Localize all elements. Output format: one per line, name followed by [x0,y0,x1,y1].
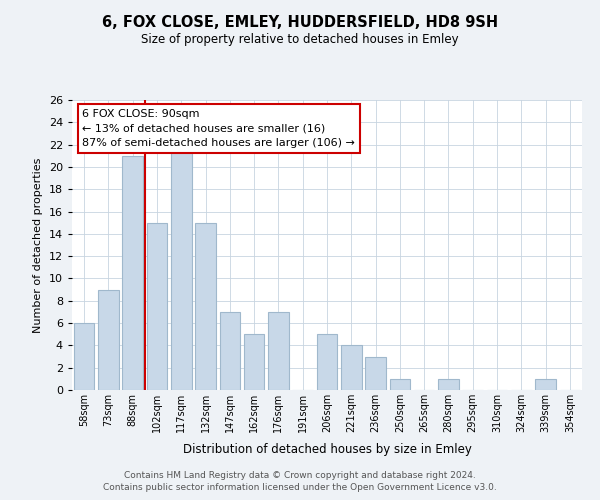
Bar [365,356,386,390]
Bar [98,290,119,390]
Bar [171,144,191,390]
Bar [220,312,240,390]
Bar [389,379,410,390]
Text: 6 FOX CLOSE: 90sqm
← 13% of detached houses are smaller (16)
87% of semi-detache: 6 FOX CLOSE: 90sqm ← 13% of detached hou… [82,108,355,148]
Bar [268,312,289,390]
Bar [535,379,556,390]
Text: 6, FOX CLOSE, EMLEY, HUDDERSFIELD, HD8 9SH: 6, FOX CLOSE, EMLEY, HUDDERSFIELD, HD8 9… [102,15,498,30]
Text: Contains public sector information licensed under the Open Government Licence v3: Contains public sector information licen… [103,484,497,492]
Bar [438,379,459,390]
Y-axis label: Number of detached properties: Number of detached properties [33,158,43,332]
Bar [74,323,94,390]
Text: Distribution of detached houses by size in Emley: Distribution of detached houses by size … [182,442,472,456]
Bar [244,334,265,390]
Text: Contains HM Land Registry data © Crown copyright and database right 2024.: Contains HM Land Registry data © Crown c… [124,471,476,480]
Bar [317,334,337,390]
Bar [195,222,216,390]
Text: Size of property relative to detached houses in Emley: Size of property relative to detached ho… [141,32,459,46]
Bar [122,156,143,390]
Bar [146,222,167,390]
Bar [341,346,362,390]
